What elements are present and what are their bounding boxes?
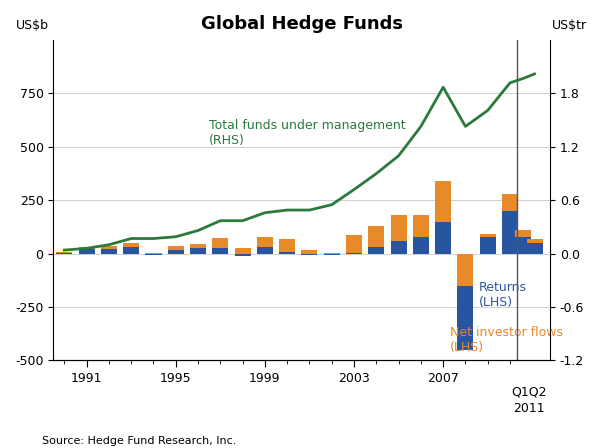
Text: US$tr: US$tr: [552, 19, 587, 32]
Title: Global Hedge Funds: Global Hedge Funds: [200, 15, 403, 33]
Bar: [123, 247, 139, 254]
Bar: [457, 286, 473, 350]
Text: Q1Q2: Q1Q2: [511, 385, 547, 398]
Bar: [212, 248, 229, 254]
Bar: [168, 250, 184, 254]
Bar: [235, 254, 251, 256]
Bar: [391, 215, 407, 241]
Bar: [257, 247, 273, 254]
Bar: [145, 253, 161, 254]
Bar: [235, 248, 251, 254]
Bar: [324, 254, 340, 255]
Text: Returns
(LHS): Returns (LHS): [479, 281, 527, 310]
Text: US$b: US$b: [16, 19, 49, 32]
Bar: [391, 241, 407, 254]
Text: 2011: 2011: [513, 402, 545, 415]
Bar: [346, 236, 362, 253]
Bar: [515, 230, 532, 237]
Bar: [435, 181, 451, 222]
Bar: [527, 239, 542, 243]
Bar: [480, 234, 496, 237]
Bar: [190, 244, 206, 248]
Bar: [101, 246, 117, 250]
Bar: [346, 253, 362, 254]
Bar: [123, 243, 139, 247]
Bar: [145, 254, 161, 255]
Bar: [435, 222, 451, 254]
Bar: [457, 254, 473, 286]
Bar: [413, 215, 429, 237]
Bar: [502, 194, 518, 211]
Bar: [257, 237, 273, 247]
Bar: [515, 237, 532, 254]
Bar: [480, 237, 496, 254]
Bar: [413, 237, 429, 254]
Bar: [279, 239, 295, 251]
Bar: [368, 247, 385, 254]
Text: Total funds under management
(RHS): Total funds under management (RHS): [209, 119, 406, 147]
Bar: [502, 211, 518, 254]
Bar: [301, 250, 317, 254]
Bar: [279, 251, 295, 254]
Bar: [190, 248, 206, 254]
Bar: [56, 253, 73, 254]
Text: Source: Hedge Fund Research, Inc.: Source: Hedge Fund Research, Inc.: [42, 435, 236, 445]
Bar: [368, 226, 385, 247]
Bar: [527, 243, 542, 254]
Bar: [56, 251, 73, 253]
Bar: [168, 246, 184, 250]
Bar: [101, 250, 117, 254]
Text: Net investor flows
(LHS): Net investor flows (LHS): [450, 326, 563, 354]
Bar: [301, 254, 317, 255]
Bar: [79, 250, 95, 254]
Bar: [212, 237, 229, 248]
Bar: [324, 253, 340, 254]
Bar: [79, 247, 95, 250]
